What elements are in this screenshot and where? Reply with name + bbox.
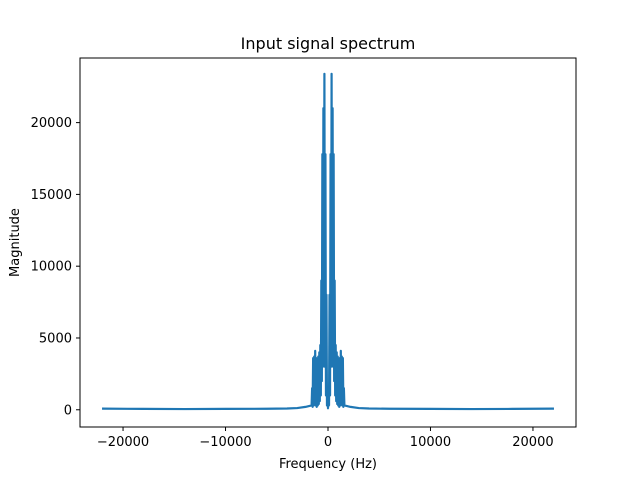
x-axis-ticks: −20000 −10000 0 10000 20000: [97, 427, 554, 450]
y-tick-label: 20000: [31, 116, 72, 131]
x-axis-label: Frequency (Hz): [279, 457, 377, 472]
y-axis-label: Magnitude: [8, 208, 23, 277]
y-tick-label: 5000: [39, 331, 72, 346]
y-tick-label: 15000: [31, 188, 72, 203]
plot-area: [102, 72, 554, 411]
y-tick-label: 0: [64, 403, 72, 418]
series-line-spectrum: [102, 72, 554, 411]
x-tick-label: −10000: [199, 435, 251, 450]
x-tick-label: 0: [324, 435, 332, 450]
y-axis-ticks: 0 5000 10000 15000 20000: [31, 116, 80, 418]
y-tick-label: 10000: [31, 260, 72, 275]
x-tick-label: 20000: [512, 435, 553, 450]
x-tick-label: 10000: [410, 435, 451, 450]
x-tick-label: −20000: [97, 435, 149, 450]
chart-title: Input signal spectrum: [241, 34, 416, 53]
